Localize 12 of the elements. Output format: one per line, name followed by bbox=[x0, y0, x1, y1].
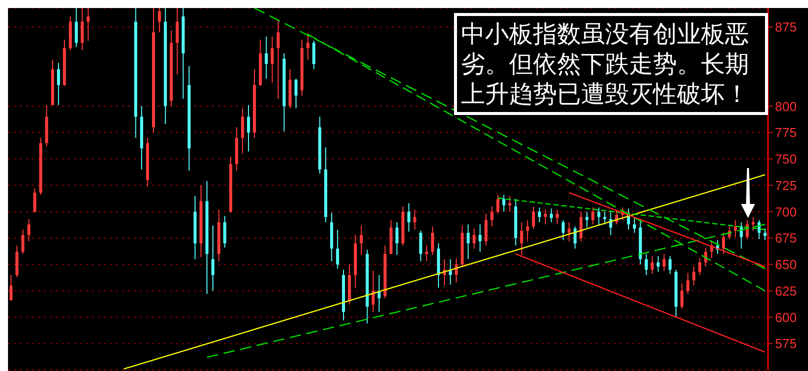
y-tick-label: 775 bbox=[775, 125, 797, 140]
annotation: 中小板指数虽没有创业板恶劣。但依然下跌走势。长期上升趋势已遭毁灭性破坏！ bbox=[454, 13, 768, 115]
y-tick-label: 800 bbox=[775, 98, 797, 114]
y-tick-label: 725 bbox=[775, 178, 797, 193]
y-tick-label: 600 bbox=[775, 310, 797, 325]
y-tick-label: 650 bbox=[775, 257, 797, 272]
y-tick-label: 575 bbox=[775, 336, 797, 352]
y-tick-label: 675 bbox=[775, 230, 797, 246]
y-tick-label: 700 bbox=[775, 204, 797, 220]
y-tick-label: 750 bbox=[775, 152, 797, 167]
y-tick-label: 625 bbox=[775, 283, 797, 298]
y-tick-label: 875 bbox=[775, 20, 797, 35]
